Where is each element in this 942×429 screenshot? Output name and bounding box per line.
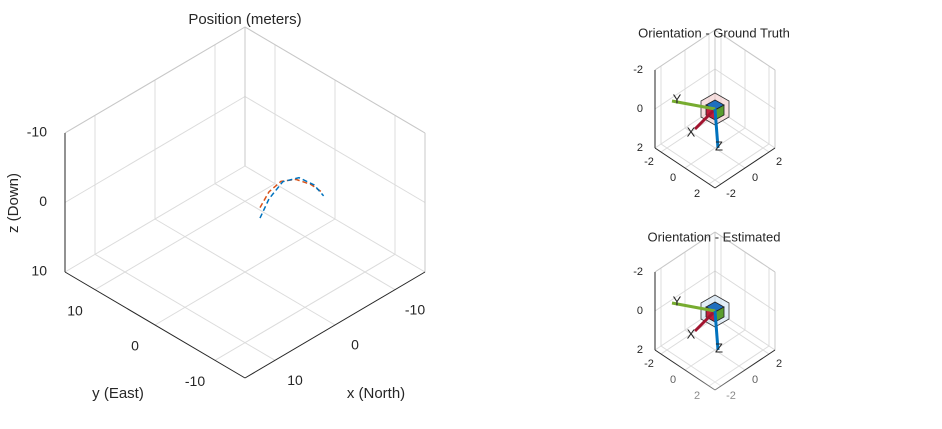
z-tick-label: 0 <box>39 193 47 209</box>
y-tick-label: 2 <box>694 188 700 200</box>
grid-line <box>654 68 716 110</box>
grid-line <box>94 183 276 291</box>
y-tick-label: 0 <box>670 172 676 184</box>
chart-title: Orientation - Ground Truth <box>638 25 790 40</box>
axis-line <box>244 271 426 379</box>
z-tick-label: -2 <box>633 64 643 76</box>
grid-line <box>154 218 336 326</box>
grid-line <box>708 143 770 185</box>
box-edge <box>64 26 246 134</box>
grid-line <box>214 253 396 361</box>
grid-line <box>244 96 426 203</box>
x-tick-label: -2 <box>726 188 736 200</box>
grid-line <box>64 96 246 203</box>
body-axis <box>693 107 717 131</box>
y-tick-label: -2 <box>644 156 654 168</box>
z-tick-label: 2 <box>637 142 643 154</box>
axis-line <box>654 147 716 189</box>
body-axis <box>713 310 720 351</box>
axis-line <box>714 147 776 189</box>
z-tick-label: -10 <box>27 124 47 140</box>
box-edge <box>654 231 716 273</box>
x-tick-label: 0 <box>351 337 359 353</box>
body-axis <box>671 99 716 111</box>
body-axis <box>693 309 717 333</box>
body-axis-label: X <box>687 124 696 139</box>
z-axis-label: z (Down) <box>5 173 22 233</box>
x-tick-label: 10 <box>287 372 303 388</box>
x-axis-label: x (North) <box>347 385 405 402</box>
z-tick-label: 2 <box>637 344 643 356</box>
fade-overlay <box>600 360 942 429</box>
z-tick-label: 10 <box>31 263 47 279</box>
z-tick-label: 0 <box>637 103 643 115</box>
y-tick-label: -10 <box>185 373 205 389</box>
body-axis-label: X <box>687 326 696 341</box>
x-tick-label: 2 <box>776 156 782 168</box>
grid-line <box>684 127 746 169</box>
y-tick-label: 0 <box>131 338 139 354</box>
body-axis-label: Y <box>673 293 682 308</box>
y-axis-label: y (East) <box>92 385 144 402</box>
trajectory <box>259 176 325 219</box>
y-tick-label: 10 <box>67 302 83 318</box>
axis-line <box>64 271 246 379</box>
body-axis <box>671 301 716 313</box>
grid-line <box>714 270 776 312</box>
chart-title: Position (meters) <box>188 11 301 28</box>
box-edge <box>714 231 776 273</box>
chart-title: Orientation - Estimated <box>648 229 781 244</box>
x-tick-label: 0 <box>752 172 758 184</box>
body-axis-label: Z <box>715 138 723 153</box>
box-edge <box>244 26 426 134</box>
z-tick-label: 0 <box>637 305 643 317</box>
grid-line <box>714 68 776 110</box>
grid-line <box>64 165 246 273</box>
grid-line <box>654 270 716 312</box>
grid-line <box>244 165 426 273</box>
box-edge <box>654 29 716 71</box>
box-edge <box>714 29 776 71</box>
body-axis-label: Z <box>715 340 723 355</box>
body-axis-label: Y <box>673 91 682 106</box>
body-axis <box>713 108 720 149</box>
x-tick-label: -10 <box>405 301 425 317</box>
z-tick-label: -2 <box>633 266 643 278</box>
